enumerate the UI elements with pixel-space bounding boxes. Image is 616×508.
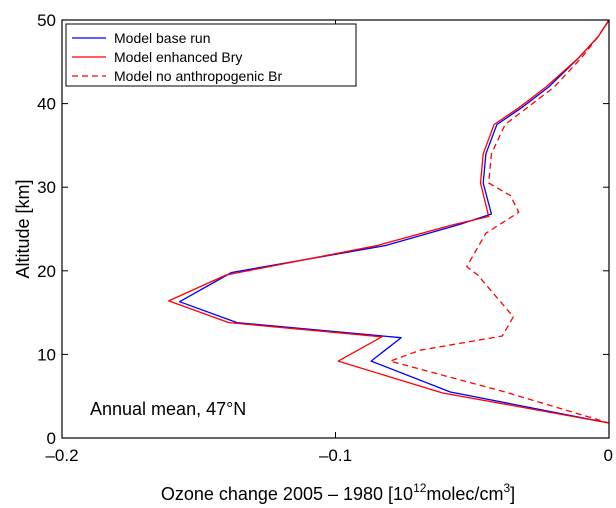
x-axis-title-sup1: 12 bbox=[413, 481, 427, 495]
legend-label-no-anthropogenic-br: Model no anthropogenic Br bbox=[114, 68, 282, 84]
x-axis-title: Ozone change 2005 – 1980 [1012molec/cm3] bbox=[161, 481, 515, 504]
y-tick-label: 50 bbox=[37, 11, 56, 30]
legend-label-enhanced-bry: Model enhanced Bry bbox=[114, 49, 242, 65]
legend-label-base-run: Model base run bbox=[114, 30, 211, 46]
series-layer bbox=[168, 20, 609, 424]
y-tick-label: 30 bbox=[37, 178, 56, 197]
x-axis-title-main: Ozone change 2005 – 1980 [10 bbox=[161, 484, 413, 504]
y-tick-label: 10 bbox=[37, 345, 56, 364]
y-tick-label: 40 bbox=[37, 95, 56, 114]
series-line-2 bbox=[168, 20, 609, 424]
x-tick-label: 0 bbox=[604, 446, 613, 465]
y-axis-title: Altitude [km] bbox=[13, 179, 33, 278]
y-tick-label: 20 bbox=[37, 262, 56, 281]
x-axis-title-sup2: 3 bbox=[503, 481, 510, 495]
plot-background bbox=[62, 20, 609, 438]
annotation-annual-mean: Annual mean, 47°N bbox=[90, 399, 246, 419]
x-tick-label: –0.1 bbox=[319, 446, 352, 465]
x-axis-title-mid: molec/cm bbox=[426, 484, 503, 504]
x-axis-title-end: ] bbox=[510, 484, 515, 504]
y-tick-label: 0 bbox=[47, 429, 56, 448]
tick-layer: –0.2 –0.1 0 0 10 20 30 40 50 bbox=[37, 11, 613, 465]
x-tick-label: –0.2 bbox=[45, 446, 78, 465]
series-line-3 bbox=[389, 20, 609, 424]
legend-box bbox=[65, 23, 357, 87]
legend: Model base run Model enhanced Bry Model … bbox=[65, 23, 357, 87]
